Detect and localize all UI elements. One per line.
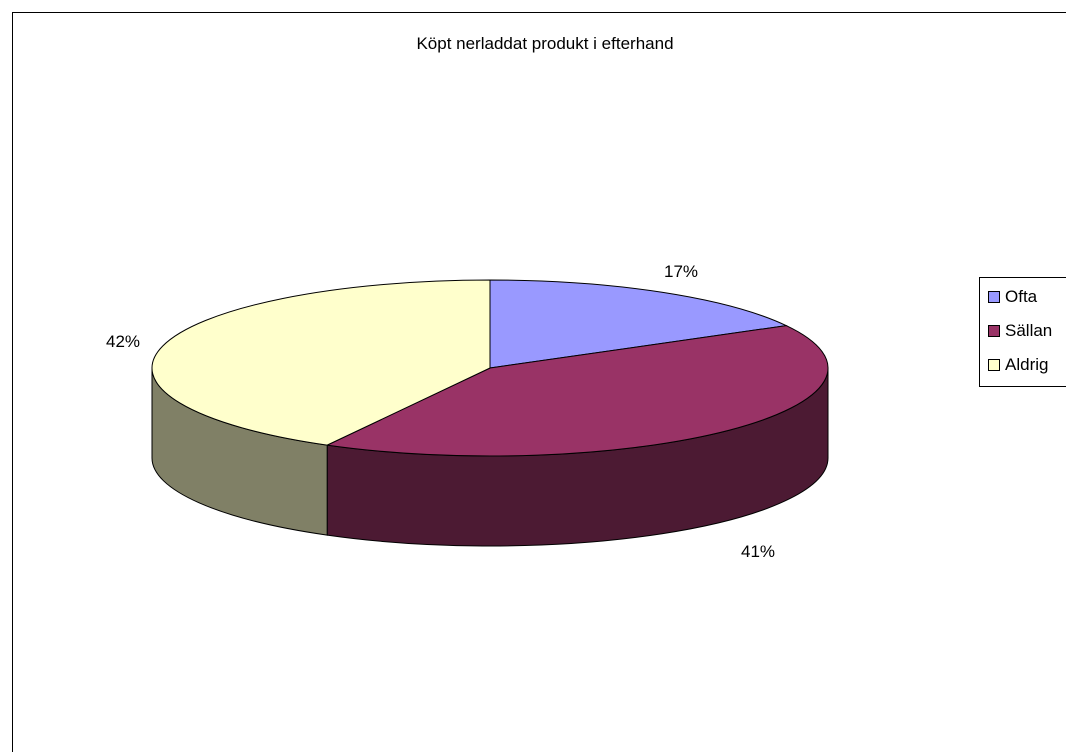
legend-label-ofta: Ofta [1005, 287, 1038, 306]
data-label-ofta: 17% [664, 262, 698, 281]
legend-swatch-sallan [988, 325, 1000, 337]
pie-slice-sallan [325, 325, 829, 457]
pie-slice-ofta [489, 279, 788, 369]
data-label-sallan: 41% [741, 542, 775, 561]
legend-label-aldrig: Aldrig [1005, 355, 1049, 374]
legend-item-aldrig: Aldrig [988, 355, 1048, 375]
pie-tops [151, 279, 829, 457]
legend-item-ofta: Ofta [988, 287, 1037, 307]
legend-item-sallan: Sällan [988, 321, 1052, 341]
legend-swatch-ofta [988, 291, 1000, 303]
chart-title: Köpt nerladdat produkt i efterhand [416, 34, 674, 53]
pie-slice-aldrig [151, 279, 491, 446]
legend-label-sallan: Sällan [1005, 321, 1053, 340]
legend-swatch-aldrig [988, 359, 1000, 371]
chart-legend: Ofta Sällan Aldrig [979, 277, 1066, 387]
data-label-aldrig: 42% [106, 332, 140, 351]
chart-area [12, 12, 1066, 752]
